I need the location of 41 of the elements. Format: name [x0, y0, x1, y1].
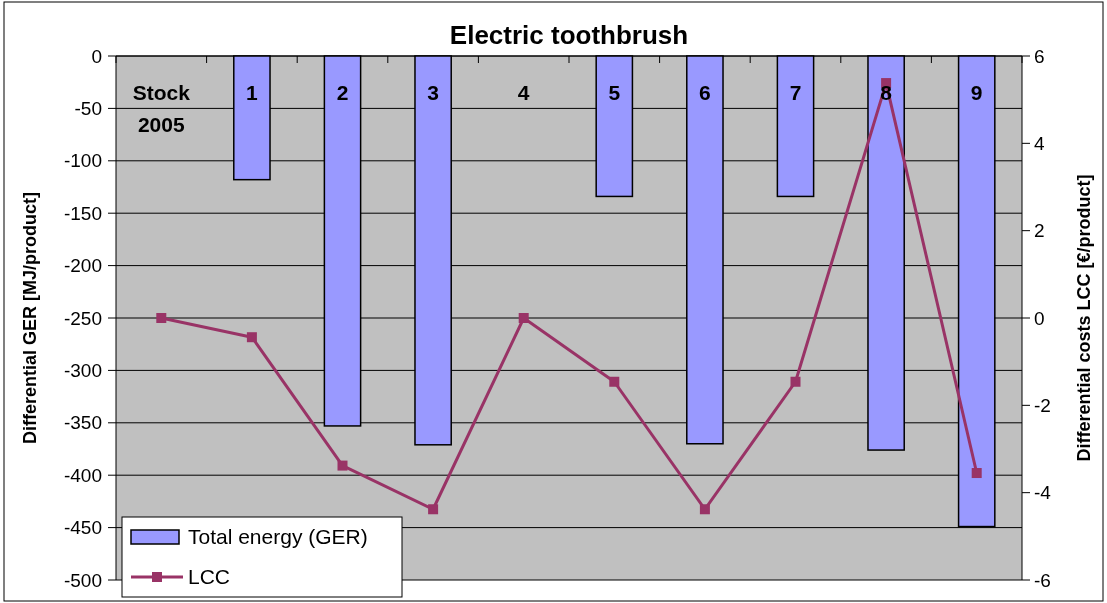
- y2-tick-label: -4: [1034, 482, 1052, 504]
- point: [428, 504, 439, 515]
- chart-title: Electric toothbrush: [449, 20, 689, 50]
- y-tick-label: -100: [63, 150, 102, 172]
- y2-axis-title: Differential costs LCC [€/product]: [1074, 174, 1094, 462]
- y-axis-title: Differential GER [MJ/product]: [20, 191, 40, 445]
- x-tick-label: 6: [699, 81, 711, 104]
- x-tick-label: 4: [517, 81, 530, 104]
- legend-label: Total energy (GER): [188, 525, 368, 549]
- point: [790, 376, 801, 387]
- y-tick-label: -300: [63, 360, 102, 382]
- y-tick-label: 0: [91, 45, 102, 67]
- x-tick-label: 9: [970, 81, 983, 104]
- y-tick-label: -50: [74, 98, 102, 120]
- legend-label: LCC: [188, 565, 231, 589]
- point: [337, 460, 348, 471]
- y-tick-label: -400: [63, 464, 102, 486]
- x-tick-label: 7: [789, 81, 802, 104]
- y2-tick-label: -2: [1034, 394, 1051, 416]
- point: [156, 313, 167, 323]
- point: [609, 376, 620, 387]
- y-tick-label: -350: [63, 412, 102, 434]
- y-tick-label: -150: [63, 202, 102, 224]
- y-tick-label: -500: [63, 569, 102, 591]
- x-tick-label: 2: [336, 81, 349, 104]
- y2-tick-label: 0: [1034, 307, 1045, 329]
- y-tick-label: -250: [63, 307, 102, 329]
- y-tick-label: -200: [63, 255, 102, 277]
- y2-tick-label: -6: [1034, 569, 1051, 591]
- point: [971, 468, 982, 479]
- y2-tick-label: 2: [1034, 220, 1045, 242]
- x-tick-label: 5: [608, 81, 621, 104]
- point: [518, 313, 529, 323]
- y2-tick-label: 6: [1034, 45, 1045, 67]
- x-tick-label: 3: [427, 81, 439, 104]
- x-tick-label: 1: [246, 81, 259, 104]
- point: [699, 504, 710, 515]
- point: [246, 332, 257, 343]
- x-tick-label: Stock 2005: [132, 81, 191, 136]
- y-tick-label: -450: [63, 517, 102, 539]
- y2-tick-label: 4: [1034, 132, 1045, 154]
